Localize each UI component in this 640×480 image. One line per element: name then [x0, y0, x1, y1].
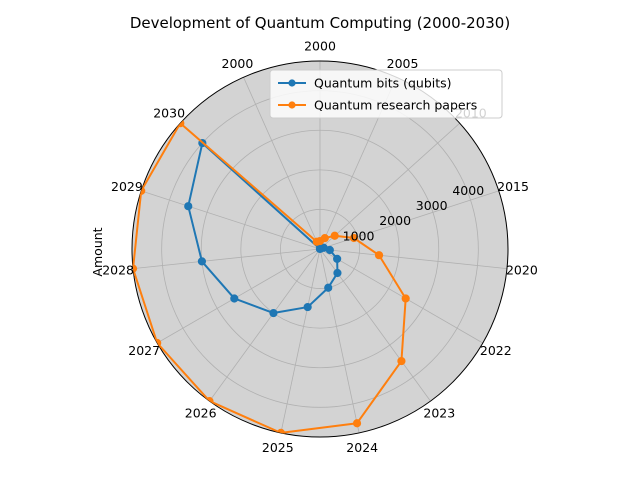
angular-gridline [319, 248, 508, 270]
legend-marker [288, 79, 296, 87]
legend-entry: Quantum bits (qubits) [278, 76, 452, 91]
angular-tick-label: 2029 [111, 179, 143, 194]
data-point [197, 257, 207, 266]
angular-tick-label: 2015 [497, 179, 529, 194]
angular-gridline [280, 248, 321, 433]
data-point [330, 231, 339, 240]
angular-gridline [243, 77, 321, 250]
angular-gridline [319, 248, 360, 433]
angular-tick-label: 2024 [346, 440, 378, 455]
data-point [320, 234, 329, 243]
data-point [312, 237, 321, 246]
legend-marker [288, 101, 296, 109]
data-point [325, 245, 334, 255]
radial-tick-label: 2000 [379, 213, 411, 228]
angular-gridline [319, 248, 484, 344]
data-point [352, 419, 362, 428]
legend-label: Quantum bits (qubits) [314, 76, 452, 91]
angular-tick-label: 2025 [262, 440, 294, 455]
angular-tick-label: 2026 [185, 406, 217, 421]
angular-gridline [156, 248, 321, 344]
data-point [269, 308, 278, 318]
radial-tick-label: 1000 [343, 228, 375, 243]
legend-box [269, 69, 503, 119]
angular-gridline [209, 248, 321, 402]
data-point [184, 202, 193, 211]
angular-tick-label: 2020 [506, 263, 538, 278]
angular-tick-label: 2030 [153, 106, 185, 121]
angular-tick-label: 2028 [102, 263, 134, 278]
data-point [205, 396, 214, 406]
angular-gridline [319, 122, 460, 250]
legend-entry: Quantum research papers [278, 98, 477, 113]
angular-tick-label: 2000 [222, 56, 254, 71]
chart-title: Development of Quantum Computing (2000-2… [130, 14, 510, 32]
data-point [315, 244, 325, 253]
data-point [333, 268, 342, 278]
legend-label: Quantum research papers [314, 98, 477, 113]
angular-tick-label: 2022 [480, 343, 512, 358]
radial-tick-label: 4000 [452, 183, 484, 198]
angular-gridline [319, 190, 499, 250]
polar-frame [131, 60, 509, 438]
radial-tick-label: 3000 [416, 198, 448, 213]
data-point [333, 254, 342, 263]
y-axis-label: Amount [90, 227, 105, 276]
angular-tick-label: 2000 [304, 39, 336, 54]
angular-gridline [132, 248, 321, 270]
data-point [401, 294, 410, 303]
angular-gridline [141, 190, 321, 250]
data-point [230, 294, 239, 303]
angular-tick-label: 2005 [387, 56, 419, 71]
data-point [303, 302, 312, 312]
data-point [324, 283, 333, 292]
angular-tick-label: 2023 [423, 406, 455, 421]
data-point [374, 251, 384, 260]
data-point [397, 356, 406, 366]
angular-tick-label: 2027 [128, 343, 160, 358]
data-point [349, 233, 358, 243]
series-1 [184, 138, 342, 318]
